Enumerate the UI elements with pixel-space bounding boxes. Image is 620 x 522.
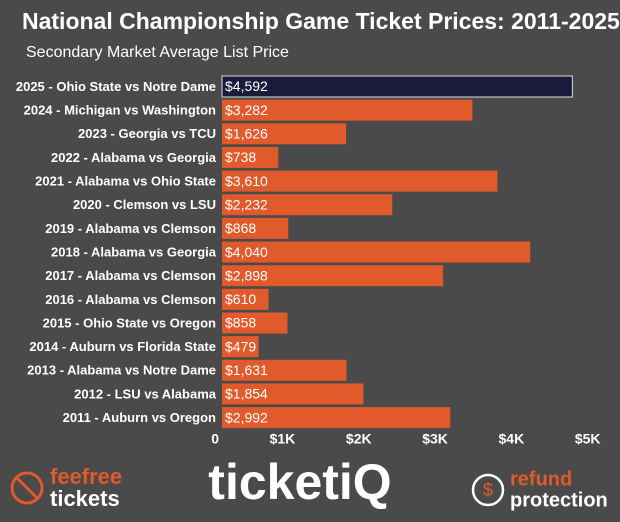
x-tick-label: $2K <box>346 431 372 447</box>
value-label: $2,898 <box>225 267 268 283</box>
x-tick-label: $1K <box>270 431 296 447</box>
value-label: $3,610 <box>225 173 268 189</box>
logo-icon <box>471 473 505 507</box>
x-tick-label: $5K <box>575 431 601 447</box>
value-label: $610 <box>225 291 256 307</box>
value-label: $1,626 <box>225 126 268 142</box>
bar <box>222 359 347 381</box>
x-tick-label: 0 <box>211 431 219 447</box>
logo-icon <box>10 471 44 505</box>
bar <box>222 194 393 216</box>
value-label: $4,040 <box>225 244 268 260</box>
chart-subtitle: Secondary Market Average List Price <box>26 44 289 61</box>
bar <box>222 336 259 358</box>
bar <box>222 265 444 287</box>
ticketiq-logo: ticketiQ <box>208 454 391 510</box>
value-label: $2,992 <box>225 409 268 425</box>
bar <box>222 407 451 429</box>
feefree-logo: feefree tickets <box>10 464 122 511</box>
bar <box>222 241 531 263</box>
logo-text: feefree <box>50 464 122 489</box>
x-tick-label: $3K <box>422 431 448 447</box>
logo-text: tickets <box>50 486 120 511</box>
x-tick-label: $4K <box>499 431 525 447</box>
bar <box>222 217 289 239</box>
bar <box>222 288 269 310</box>
y-tick-label: 2018 - Alabama vs Georgia <box>51 244 217 259</box>
value-label: $1,631 <box>225 362 268 378</box>
value-label: $4,592 <box>225 78 268 94</box>
value-label: $479 <box>225 338 256 354</box>
refund-logo: $ refund protection <box>471 468 608 511</box>
y-tick-label: 2024 - Michigan vs Washington <box>24 103 216 118</box>
y-tick-label: 2022 - Alabama vs Georgia <box>51 150 217 165</box>
logo-text: protection <box>510 489 608 511</box>
bar <box>222 123 347 145</box>
y-tick-label: 2025 - Ohio State vs Notre Dame <box>16 79 216 94</box>
y-tick-label: 2016 - Alabama vs Clemson <box>45 292 216 307</box>
logo-icon: $ <box>483 480 493 500</box>
value-label: $3,282 <box>225 102 268 118</box>
y-tick-label: 2019 - Alabama vs Clemson <box>45 221 216 236</box>
value-label: $868 <box>225 220 256 236</box>
y-tick-label: 2013 - Alabama vs Notre Dame <box>27 363 216 378</box>
value-label: $738 <box>225 149 256 165</box>
y-tick-label: 2012 - LSU vs Alabama <box>74 386 217 401</box>
value-label: $858 <box>225 315 256 331</box>
bar <box>222 146 279 168</box>
y-tick-label: 2014 - Auburn vs Florida State <box>29 339 216 354</box>
chart-title: National Championship Game Ticket Prices… <box>22 8 620 34</box>
logo-text: refund <box>510 468 572 490</box>
value-label: $1,854 <box>225 386 268 402</box>
value-label: $2,232 <box>225 196 268 212</box>
y-tick-label: 2021 - Alabama vs Ohio State <box>35 174 216 189</box>
y-tick-label: 2023 - Georgia vs TCU <box>78 126 216 141</box>
y-tick-label: 2011 - Auburn vs Oregon <box>63 410 216 425</box>
bar <box>222 312 288 334</box>
logo-icon <box>14 475 40 501</box>
bar <box>222 99 473 121</box>
bar <box>221 75 573 98</box>
y-tick-label: 2020 - Clemson vs LSU <box>73 197 216 212</box>
y-tick-label: 2015 - Ohio State vs Oregon <box>43 315 216 330</box>
bar <box>222 170 498 192</box>
y-tick-label: 2017 - Alabama vs Clemson <box>45 268 216 283</box>
bar <box>222 383 364 405</box>
